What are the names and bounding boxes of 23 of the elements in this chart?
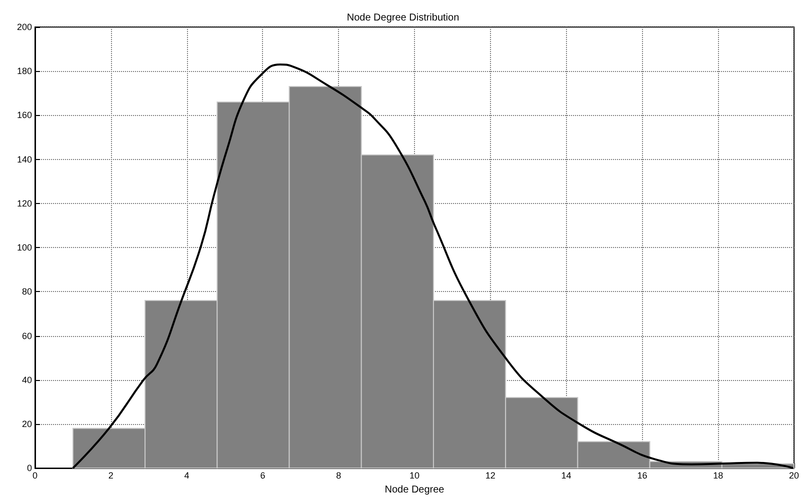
x-axis-title: Node Degree — [384, 484, 445, 496]
y-tick-label: 60 — [22, 330, 32, 341]
x-tick-label: 16 — [637, 470, 648, 481]
y-tick-label: 20 — [22, 418, 32, 429]
chart-title: Node Degree Distribution — [346, 12, 460, 24]
x-tick-label: 4 — [184, 470, 190, 481]
y-tick-label: 100 — [16, 242, 32, 253]
y-tick-label: 80 — [22, 286, 32, 297]
x-tick-label: 12 — [485, 470, 496, 481]
x-tick-label: 20 — [788, 470, 800, 481]
y-tick-label: 160 — [16, 110, 32, 120]
x-tick-label: 10 — [409, 470, 420, 481]
y-tick-label: 40 — [22, 374, 32, 385]
x-tick-label: 2 — [108, 470, 114, 481]
y-tick-label: 120 — [16, 198, 32, 208]
x-tick-label: 6 — [260, 470, 266, 481]
x-tick-label: 14 — [561, 470, 572, 481]
x-tick-label: 8 — [336, 470, 342, 481]
y-tick-label: 0 — [26, 463, 32, 474]
x-tick-label: 18 — [713, 470, 724, 481]
y-tick-label: 140 — [16, 154, 32, 164]
y-tick-label: 200 — [16, 22, 32, 32]
y-tick-label: 180 — [16, 66, 32, 76]
